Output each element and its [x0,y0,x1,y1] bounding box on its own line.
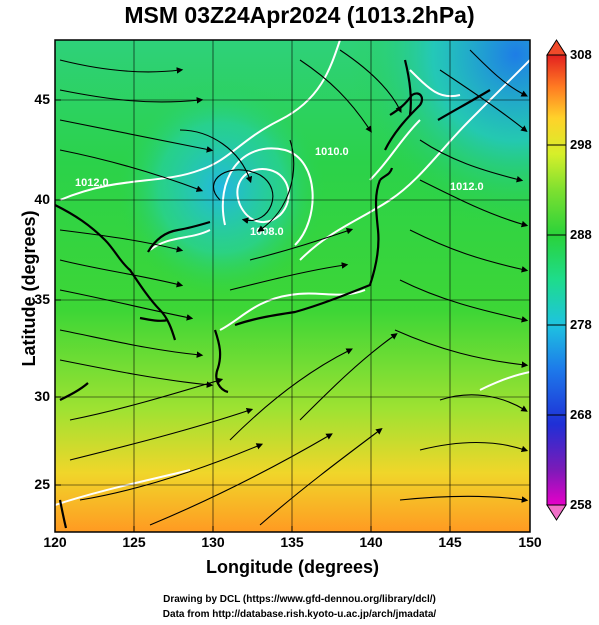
contour-label: 1012.0 [450,181,484,193]
x-tick-label: 125 [122,534,146,550]
credit-drawing: Drawing by DCL (https://www.gfd-dennou.o… [163,594,436,605]
colorbar-tick-label: 278 [570,317,592,332]
contour-label: 1010.0 [315,146,349,158]
credits: Drawing by DCL (https://www.gfd-dennou.o… [0,592,599,622]
x-tick-label: 150 [518,534,542,550]
credit-data: Data from http://database.rish.kyoto-u.a… [162,609,437,620]
y-axis-title: Latitude (degrees) [19,210,39,367]
colorbar-tick-label: 298 [570,137,592,152]
y-tick-label: 45 [34,91,50,107]
colorbar-tick-label: 288 [570,227,592,242]
colorbar-tick-label: 308 [570,47,592,62]
x-tick-label: 120 [43,534,67,550]
y-tick-label: 40 [34,191,50,207]
y-tick-label: 35 [34,291,50,307]
x-axis-title: Longitude (degrees) [205,557,379,577]
colorbar-tick-label: 268 [570,407,592,422]
wind-streamlines [59,49,529,526]
contour-label: 1012.0 [75,177,109,189]
y-tick-label: 25 [34,476,50,492]
x-tick-label: 140 [359,534,383,550]
isobar-contours [55,40,530,506]
x-tick-label: 145 [438,534,462,550]
contour-label: 1008.0 [250,226,284,238]
y-tick-label: 30 [34,388,50,404]
colorbar-tick-label: 258 [570,497,592,512]
map-title: MSM 03Z24Apr2024 (1013.2hPa) [124,2,475,28]
x-tick-label: 135 [280,534,304,550]
x-tick-label: 130 [201,534,225,550]
lat-lon-grid [55,40,530,532]
colorbar [546,39,567,521]
axis-ticks [54,99,531,532]
